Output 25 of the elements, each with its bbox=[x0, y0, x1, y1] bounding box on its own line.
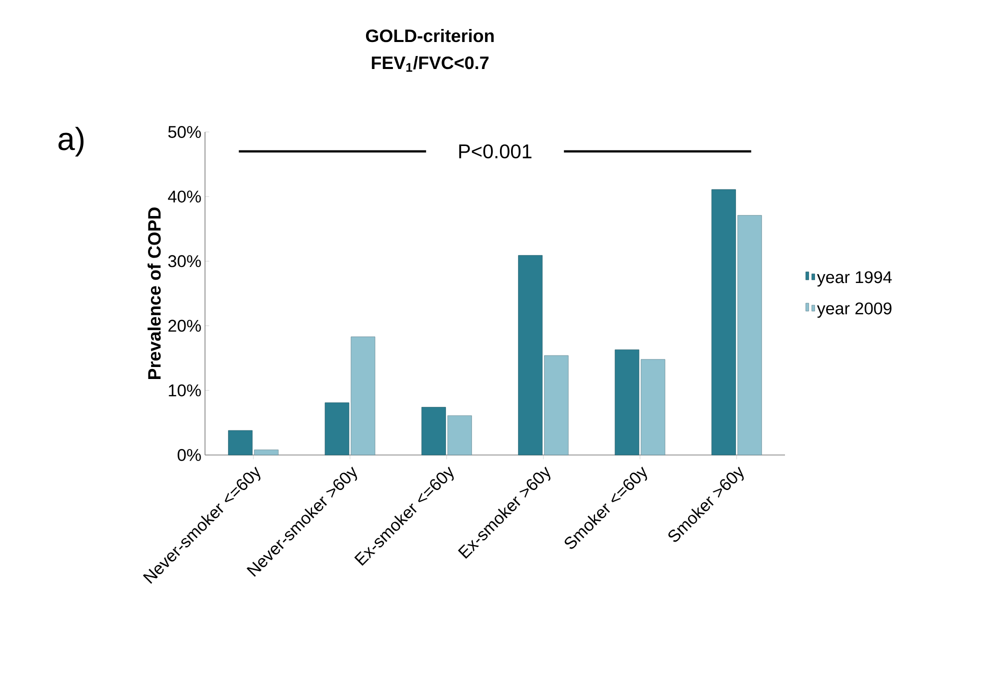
bar bbox=[711, 189, 736, 456]
legend-label: year 2009 bbox=[817, 302, 892, 318]
bar bbox=[324, 402, 350, 456]
bar bbox=[254, 450, 279, 456]
y-axis-title: Prevalence of COPD bbox=[148, 208, 161, 379]
y-tick-label: 0% bbox=[178, 448, 201, 461]
chart-title: GOLD-criterion bbox=[366, 28, 494, 42]
chart-subtitle: FEV$_{1}$/FVC<0.7 bbox=[372, 56, 489, 72]
bar bbox=[350, 336, 376, 456]
text: a) bbox=[58, 126, 84, 157]
bar bbox=[518, 255, 543, 456]
y-tick-label: 10% bbox=[168, 384, 201, 396]
bar bbox=[614, 349, 640, 456]
bar bbox=[228, 430, 253, 456]
bar bbox=[544, 355, 569, 456]
y-tick-label: 30% bbox=[168, 255, 201, 268]
bar bbox=[640, 359, 666, 456]
bar bbox=[737, 215, 762, 456]
y-tick-label: 20% bbox=[168, 320, 201, 332]
y-tick-label: 40% bbox=[168, 190, 201, 203]
y-tick-label: 50% bbox=[168, 126, 201, 138]
bar bbox=[447, 415, 472, 456]
annotation: P<0.001 bbox=[459, 144, 532, 158]
bar bbox=[421, 406, 446, 456]
legend-label: year 1994 bbox=[817, 271, 892, 287]
